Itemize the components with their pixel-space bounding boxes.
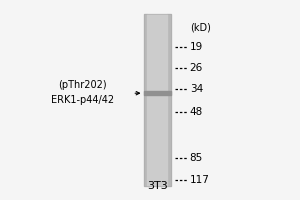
Text: 85: 85 [190,153,203,163]
Text: 48: 48 [190,107,203,117]
Text: 117: 117 [190,175,210,185]
Text: (kD): (kD) [190,22,211,32]
Bar [144,14,147,186]
Text: 34: 34 [190,84,203,94]
Text: (pThr202): (pThr202) [58,80,106,90]
Bar [167,14,171,186]
Bar [144,14,171,186]
Text: 3T3: 3T3 [147,181,168,191]
Text: ERK1-p44/42: ERK1-p44/42 [51,95,114,105]
Text: 19: 19 [190,42,203,52]
Text: 26: 26 [190,63,203,73]
Bar [147,14,167,186]
Bar [144,91,171,95]
